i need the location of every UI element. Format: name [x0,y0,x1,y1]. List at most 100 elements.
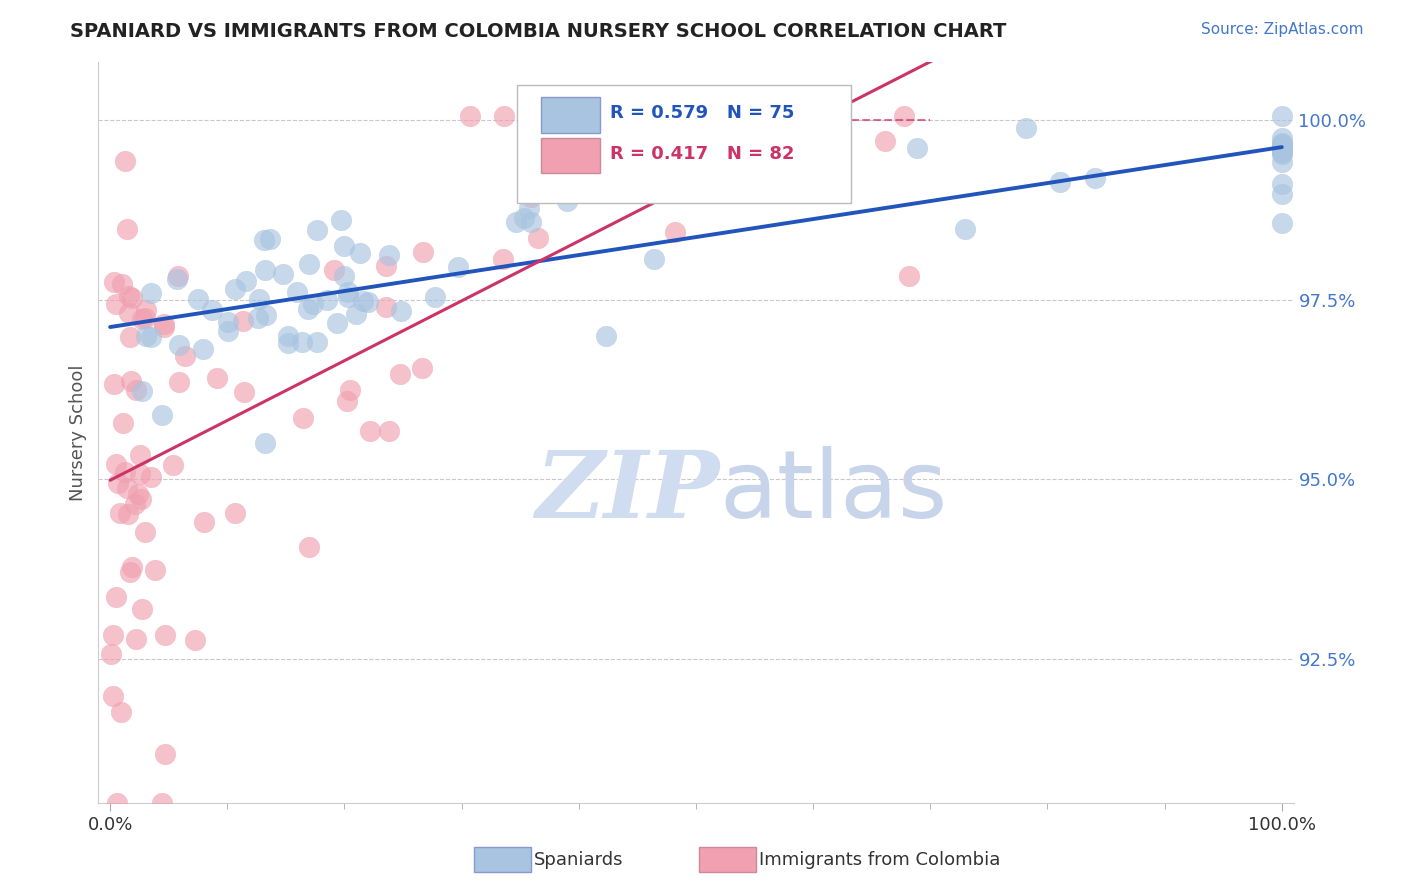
Point [737,109,759,123]
Point [111,277,134,291]
Point [389,368,412,382]
Point [104,591,127,605]
Point [141,330,163,344]
Point [505,215,527,229]
Point [568,166,591,180]
Point [111,417,134,431]
Point [644,252,666,267]
Point [235,274,257,288]
Point [1271,177,1294,191]
Point [114,153,136,168]
Point [1271,145,1294,160]
Point [155,628,177,642]
Point [1049,175,1071,189]
Point [134,310,156,325]
Point [121,291,143,305]
Point [875,135,897,149]
Point [114,465,136,479]
FancyBboxPatch shape [517,85,852,203]
Point [205,371,228,385]
Point [127,487,149,501]
Text: SPANIARD VS IMMIGRANTS FROM COLOMBIA NURSERY SCHOOL CORRELATION CHART: SPANIARD VS IMMIGRANTS FROM COLOMBIA NUR… [70,22,1007,41]
Point [297,301,319,316]
Point [121,560,143,574]
Point [201,302,224,317]
Point [1271,143,1294,157]
Point [333,269,356,284]
Point [108,506,131,520]
Point [1271,145,1294,160]
Point [125,632,148,646]
Text: Immigrants from Colombia: Immigrants from Colombia [759,851,1001,869]
Point [107,476,129,491]
Point [135,303,157,318]
Point [1271,146,1294,161]
Point [120,329,142,343]
Text: ZIP: ZIP [536,447,720,537]
Point [1271,187,1294,202]
Point [378,425,401,439]
Point [103,376,125,391]
FancyBboxPatch shape [541,138,600,173]
Text: Source: ZipAtlas.com: Source: ZipAtlas.com [1201,22,1364,37]
Point [173,349,195,363]
Point [224,506,246,520]
Point [1271,142,1294,156]
Point [103,275,125,289]
Point [339,383,361,397]
Point [166,272,188,286]
Point [103,628,125,642]
Point [423,290,446,304]
Point [326,316,349,330]
Point [162,458,184,473]
Point [143,563,166,577]
Point [740,161,762,175]
Point [411,361,433,376]
Point [131,601,153,615]
Point [1271,137,1294,152]
Point [298,540,321,554]
Point [124,383,146,397]
Point [129,491,152,506]
Point [305,222,328,236]
Point [955,222,977,236]
Point [1271,137,1294,152]
Point [323,263,346,277]
Point [349,246,371,260]
Point [374,300,396,314]
Point [344,307,367,321]
Point [492,109,515,123]
Text: atlas: atlas [720,446,948,538]
Point [150,408,173,422]
Point [124,498,146,512]
Point [105,458,128,472]
Point [1271,216,1294,230]
Point [233,384,256,399]
Point [118,289,141,303]
Point [291,335,314,350]
Point [291,410,314,425]
Point [184,633,207,648]
Point [336,394,359,409]
Point [131,384,153,398]
Point [662,169,685,183]
Point [131,311,153,326]
Point [191,342,214,356]
Point [105,297,128,311]
Point [193,516,215,530]
Point [520,190,543,204]
Point [1015,120,1038,135]
Point [129,448,152,462]
Point [905,141,928,155]
Point [187,293,209,307]
Point [277,328,299,343]
Point [893,109,915,123]
Point [217,324,239,338]
Point [336,285,359,299]
Point [271,267,294,281]
Point [101,689,124,703]
Point [1271,131,1294,145]
Point [447,260,470,274]
Point [557,194,579,209]
Point [100,648,122,662]
